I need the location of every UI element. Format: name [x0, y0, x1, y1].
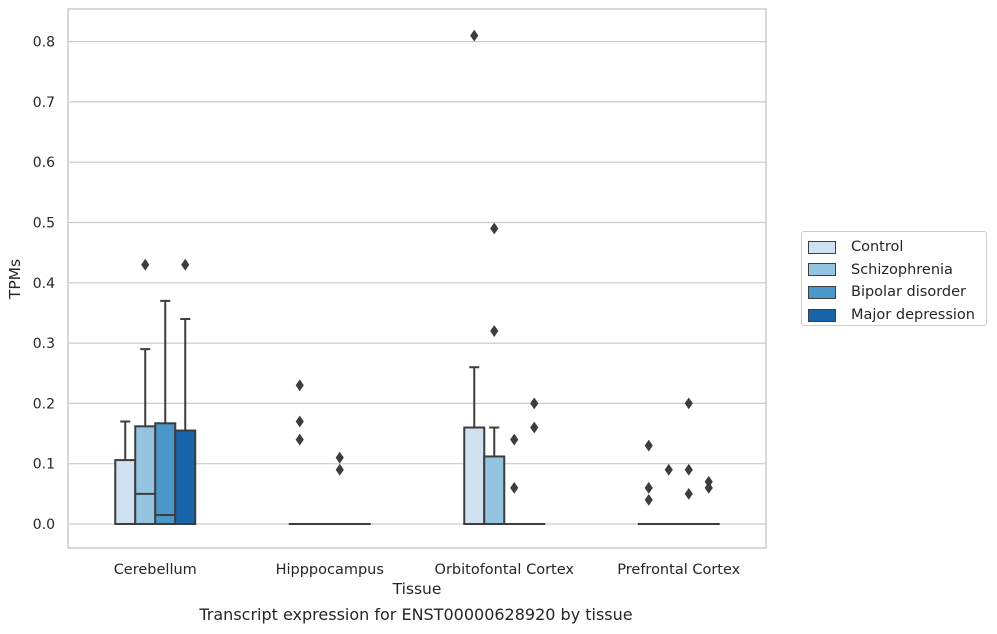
- box: [134, 425, 157, 525]
- outlier-point: [704, 475, 713, 488]
- outlier-point: [644, 439, 653, 452]
- box: [174, 429, 197, 525]
- outlier-point: [490, 325, 499, 337]
- legend-label: Control: [851, 239, 904, 256]
- legend-swatch: [808, 308, 836, 322]
- outlier-point: [335, 463, 344, 476]
- y-tick-label: 0.7: [33, 95, 55, 111]
- box: [114, 459, 137, 525]
- plot-frame: [67, 8, 767, 549]
- outlier-point: [295, 379, 304, 392]
- y-axis-label: TPMs: [6, 258, 24, 300]
- outlier-point: [335, 451, 344, 464]
- y-tick-label: 0.1: [33, 457, 55, 473]
- outlier-point: [664, 463, 673, 476]
- outlier-point: [181, 258, 190, 271]
- legend-item: Schizophrenia: [808, 259, 986, 282]
- x-tick-label: Cerebellum: [114, 562, 197, 578]
- legend-label: Schizophrenia: [851, 261, 953, 278]
- box: [154, 422, 177, 526]
- legend-item: Bipolar disorder: [808, 281, 986, 304]
- legend-swatch: [808, 240, 836, 254]
- legend-swatch: [808, 263, 836, 277]
- outlier-point: [141, 258, 150, 271]
- y-tick-label: 0.2: [33, 396, 55, 412]
- outlier-point: [530, 421, 539, 434]
- legend: Control Schizophrenia Bipolar disorder Majo…: [801, 231, 987, 326]
- y-tick-label: 0.5: [33, 216, 55, 232]
- y-tick-label: 0.6: [33, 155, 55, 171]
- legend-swatch: [808, 285, 836, 299]
- outlier-point: [684, 397, 693, 410]
- legend-label: Major depression: [851, 307, 975, 324]
- outlier-point: [510, 433, 519, 446]
- outlier-point: [295, 415, 304, 428]
- outlier-point: [684, 463, 693, 476]
- outlier-point: [470, 29, 479, 42]
- x-axis-label: Tissue: [392, 580, 442, 598]
- chart-title: Transcript expression for ENST0000062892…: [199, 605, 633, 624]
- outlier-point: [490, 222, 499, 235]
- box: [463, 426, 486, 525]
- x-tick-label: Hipppocampus: [276, 562, 384, 578]
- outlier-point: [510, 481, 519, 494]
- box: [483, 455, 506, 525]
- outlier-point: [644, 481, 653, 494]
- y-tick-label: 0.3: [33, 336, 55, 352]
- outlier-point: [530, 397, 539, 410]
- y-tick-label: 0.4: [33, 276, 55, 292]
- outlier-point: [295, 433, 304, 446]
- x-tick-label: Orbitofontal Cortex: [435, 562, 575, 578]
- outlier-point: [644, 493, 653, 506]
- legend-label: Bipolar disorder: [851, 284, 966, 301]
- outlier-point: [684, 487, 693, 500]
- y-tick-label: 0.0: [33, 517, 55, 533]
- outlier-point: [704, 481, 713, 494]
- legend-item: Major depression: [808, 304, 986, 327]
- x-tick-label: Prefrontal Cortex: [617, 562, 740, 578]
- y-tick-label: 0.8: [33, 35, 55, 51]
- legend-item: Control: [808, 236, 986, 259]
